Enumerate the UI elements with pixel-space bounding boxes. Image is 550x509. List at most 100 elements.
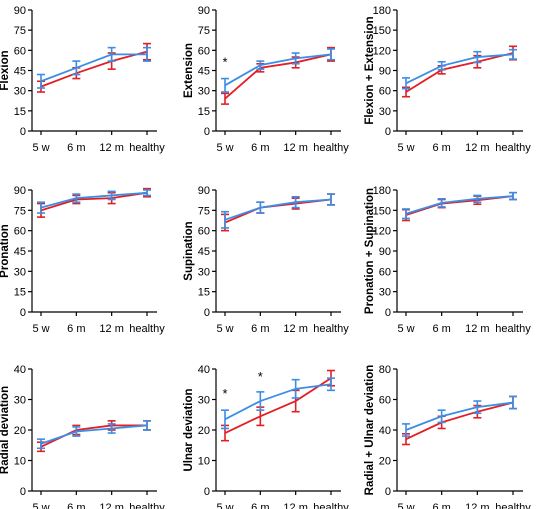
series-line [224, 53, 332, 100]
x-tick-label: 5 w [397, 323, 414, 335]
x-tick-label: healthy [129, 502, 165, 509]
x-tick-label: 6 m [432, 142, 450, 154]
y-tick-label: 20 [379, 456, 391, 468]
error-bar [37, 73, 45, 89]
y-tick-label: 45 [198, 246, 210, 258]
y-tick-label: 15 [14, 287, 26, 299]
y-tick-label: 60 [379, 395, 391, 407]
series-line [224, 377, 332, 434]
y-tick-label: 120 [373, 45, 391, 57]
y-tick-label: 0 [20, 486, 26, 498]
error-bar [107, 46, 116, 62]
x-tick-label: 5 w [216, 502, 233, 509]
chart-panel: 0 10 20 30 40 5 w 6 m 12 m healthy Ulnar deviatio… [183, 364, 349, 509]
x-tick-label: 5 w [216, 323, 233, 335]
error-bar [221, 210, 229, 229]
x-tick-label: 5 w [397, 142, 414, 154]
error-bar [402, 77, 410, 90]
significance-marker: * [258, 369, 263, 384]
error-bar [72, 60, 81, 76]
y-tick-label: 0 [204, 307, 210, 319]
chart-panel: 0 30 60 90 120 150 180 5 w 6 m 12 m healthy Pronati… [364, 185, 531, 335]
series-line [224, 383, 332, 421]
error-bar [256, 201, 265, 214]
series-line [40, 424, 147, 448]
series-line [405, 401, 514, 431]
x-tick-label: healthy [313, 142, 349, 154]
x-tick-label: 6 m [67, 502, 85, 509]
significance-marker: * [222, 386, 227, 401]
y-tick-label: 30 [14, 266, 26, 278]
error-bar [473, 50, 482, 64]
y-tick-label: 80 [379, 364, 391, 376]
error-bar [72, 193, 81, 203]
series-line [40, 191, 148, 209]
y-tick-label: 90 [198, 185, 210, 197]
error-bar [437, 409, 446, 424]
y-tick-label: 30 [379, 287, 391, 299]
series-line [405, 52, 514, 93]
error-bar [107, 423, 116, 434]
y-tick-label: 75 [198, 25, 210, 37]
error-bar [256, 60, 265, 70]
y-axis-label: Pronation [0, 224, 11, 278]
y-tick-label: 20 [14, 425, 26, 437]
y-tick-label: 150 [373, 25, 391, 37]
error-bar [221, 409, 229, 430]
y-tick-label: 40 [379, 425, 391, 437]
y-tick-label: 30 [379, 106, 391, 118]
x-tick-label: 12 m [283, 142, 307, 154]
x-tick-label: 12 m [99, 323, 123, 335]
series-line [40, 191, 148, 212]
error-bar [72, 426, 81, 437]
y-tick-label: 150 [373, 205, 391, 217]
y-tick-label: 10 [14, 456, 26, 468]
y-tick-label: 30 [198, 86, 210, 98]
series-line [405, 195, 514, 216]
y-tick-label: 0 [20, 126, 26, 138]
x-tick-label: 6 m [251, 502, 269, 509]
series-line [224, 198, 332, 224]
y-tick-label: 90 [379, 66, 391, 78]
y-tick-label: 90 [198, 5, 210, 17]
y-tick-label: 20 [198, 425, 210, 437]
error-bar [402, 208, 410, 220]
error-bar [107, 190, 116, 201]
chart-panel: 0 10 20 30 40 5 w 6 m 12 m healthy Radial deviati… [0, 364, 165, 509]
y-axis-label: Supination [183, 221, 195, 280]
y-tick-label: 75 [198, 205, 210, 217]
y-tick-label: 0 [204, 486, 210, 498]
y-tick-label: 60 [14, 226, 26, 238]
error-bar [221, 92, 229, 105]
error-bar [143, 46, 151, 62]
error-bar [37, 438, 45, 450]
error-bar [437, 198, 446, 208]
x-tick-label: 5 w [216, 142, 233, 154]
y-tick-label: 60 [379, 86, 391, 98]
chart-panel: 0 15 30 45 60 75 90 5 w 6 m 12 m healthy Flexion [0, 5, 165, 154]
error-bar [143, 189, 151, 197]
x-tick-label: 6 m [251, 323, 269, 335]
y-axis-label: Flexion + Extension [364, 16, 376, 124]
x-tick-label: healthy [313, 502, 349, 509]
x-tick-label: healthy [495, 142, 531, 154]
y-tick-label: 40 [14, 364, 26, 376]
y-tick-label: 180 [373, 5, 391, 17]
y-tick-label: 75 [14, 25, 26, 37]
series-line [405, 401, 514, 440]
error-bar [291, 378, 300, 399]
y-tick-label: 60 [379, 266, 391, 278]
error-bar [473, 400, 482, 415]
y-tick-label: 0 [204, 126, 210, 138]
series-line [224, 53, 332, 87]
y-tick-label: 60 [198, 226, 210, 238]
error-bar [327, 193, 335, 206]
y-axis-label: Radial deviation [0, 386, 11, 474]
x-tick-label: 5 w [32, 502, 49, 509]
y-tick-label: 15 [14, 106, 26, 118]
y-tick-label: 0 [385, 307, 391, 319]
error-bar [509, 191, 517, 201]
y-tick-label: 40 [198, 364, 210, 376]
error-bar [143, 420, 151, 431]
chart-panel: 0 15 30 45 60 75 90 5 w 6 m 12 m healthy Supination [183, 185, 349, 335]
